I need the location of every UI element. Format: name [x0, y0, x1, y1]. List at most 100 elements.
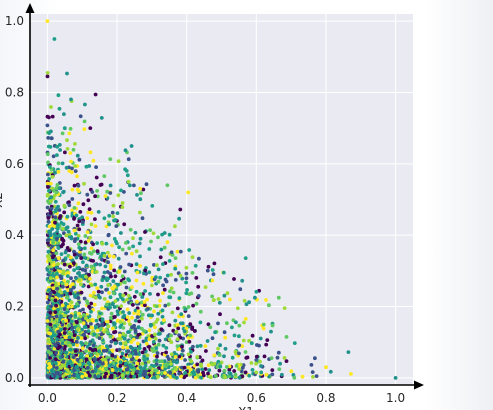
data-point	[282, 356, 287, 360]
data-point	[89, 283, 94, 288]
data-point	[212, 353, 217, 358]
data-point	[88, 126, 93, 130]
data-point	[49, 317, 54, 322]
data-point	[118, 292, 123, 297]
data-point	[68, 264, 72, 269]
data-point	[98, 295, 102, 300]
data-point	[46, 339, 51, 344]
data-point	[46, 185, 50, 189]
data-point	[311, 375, 315, 379]
data-point	[237, 375, 242, 380]
data-point	[112, 330, 116, 335]
data-point	[45, 74, 50, 79]
data-point	[218, 364, 223, 369]
data-point	[237, 351, 241, 356]
data-point	[69, 332, 73, 337]
data-point	[49, 105, 53, 109]
data-point	[51, 263, 56, 267]
data-point	[197, 256, 201, 261]
data-point	[104, 224, 109, 229]
data-point	[84, 373, 88, 378]
data-point	[191, 344, 195, 349]
data-point	[61, 359, 66, 364]
data-point	[155, 263, 159, 267]
data-point	[46, 349, 51, 354]
data-point	[63, 256, 68, 261]
y-tick-label: 0.0	[5, 371, 24, 385]
data-point	[114, 239, 118, 244]
data-point	[169, 286, 174, 291]
data-point	[78, 239, 83, 244]
data-point	[148, 313, 153, 318]
data-point	[207, 368, 212, 372]
data-point	[130, 357, 134, 362]
data-point	[100, 290, 104, 295]
data-point	[87, 304, 91, 309]
data-point	[84, 164, 89, 169]
data-point	[135, 361, 140, 366]
data-point	[164, 350, 169, 355]
data-point	[45, 193, 50, 198]
data-point	[140, 295, 145, 299]
data-point	[138, 365, 143, 370]
data-point	[179, 374, 184, 379]
data-point	[222, 330, 227, 335]
data-point	[52, 224, 56, 229]
data-point	[64, 282, 69, 287]
data-point	[82, 127, 87, 132]
data-point	[98, 262, 102, 267]
data-point	[292, 341, 297, 345]
data-point	[212, 261, 217, 266]
data-point	[104, 348, 109, 353]
data-point	[81, 368, 86, 372]
data-point	[195, 344, 200, 349]
data-point	[53, 220, 57, 225]
data-point	[68, 291, 73, 296]
data-point	[67, 203, 72, 208]
data-point	[106, 233, 111, 238]
data-point	[94, 324, 98, 329]
data-point	[84, 274, 88, 279]
data-point	[210, 294, 215, 299]
data-point	[130, 325, 135, 330]
data-point	[75, 266, 80, 271]
data-point	[56, 169, 61, 174]
data-point	[93, 92, 98, 97]
data-point	[60, 354, 65, 359]
data-point	[235, 306, 240, 311]
data-point	[57, 186, 62, 191]
data-point	[72, 373, 77, 377]
data-point	[103, 375, 107, 379]
data-point	[56, 223, 60, 227]
data-point	[95, 328, 100, 333]
data-point	[69, 255, 73, 260]
data-point	[116, 193, 121, 198]
data-point	[69, 314, 73, 318]
data-point	[176, 271, 181, 276]
x-axis-arrow-icon	[414, 380, 424, 390]
data-point	[186, 314, 191, 318]
data-point	[156, 311, 161, 316]
data-point	[49, 206, 54, 211]
data-point	[240, 278, 245, 283]
data-point	[69, 300, 74, 305]
data-point	[70, 187, 75, 192]
data-point	[180, 344, 184, 349]
data-point	[142, 300, 147, 304]
data-point	[62, 112, 66, 116]
data-point	[168, 370, 173, 375]
data-point	[119, 188, 123, 193]
data-point	[91, 348, 95, 353]
data-point	[92, 290, 96, 295]
data-point	[84, 316, 88, 321]
data-point	[177, 216, 182, 221]
data-point	[50, 369, 54, 374]
data-point	[168, 289, 172, 294]
data-point	[105, 330, 110, 335]
data-point	[82, 119, 87, 124]
data-point	[190, 327, 195, 331]
data-point	[45, 181, 50, 186]
data-point	[60, 323, 65, 327]
data-point	[47, 362, 51, 366]
data-point	[90, 369, 95, 374]
